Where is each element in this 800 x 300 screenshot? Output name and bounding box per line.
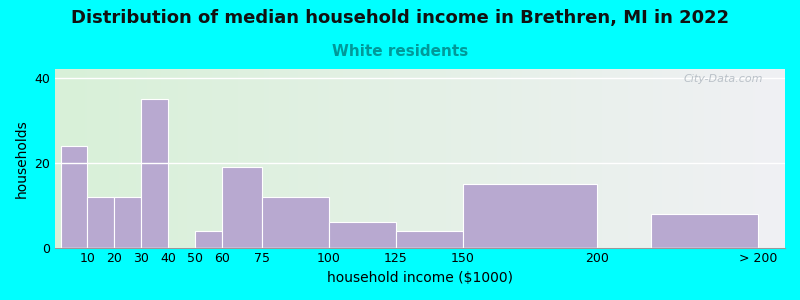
Y-axis label: households: households <box>15 119 29 198</box>
Bar <box>222 167 262 248</box>
Text: City-Data.com: City-Data.com <box>684 74 763 84</box>
Text: White residents: White residents <box>332 44 468 59</box>
X-axis label: household income ($1000): household income ($1000) <box>327 271 513 285</box>
Bar <box>396 231 463 248</box>
Bar <box>87 196 114 247</box>
Bar <box>141 99 168 248</box>
Bar <box>114 196 141 247</box>
Bar <box>651 214 758 248</box>
Bar <box>463 184 598 248</box>
Bar <box>329 222 396 248</box>
Bar <box>194 231 222 248</box>
Text: Distribution of median household income in Brethren, MI in 2022: Distribution of median household income … <box>71 9 729 27</box>
Bar <box>262 196 329 247</box>
Bar <box>61 146 87 248</box>
